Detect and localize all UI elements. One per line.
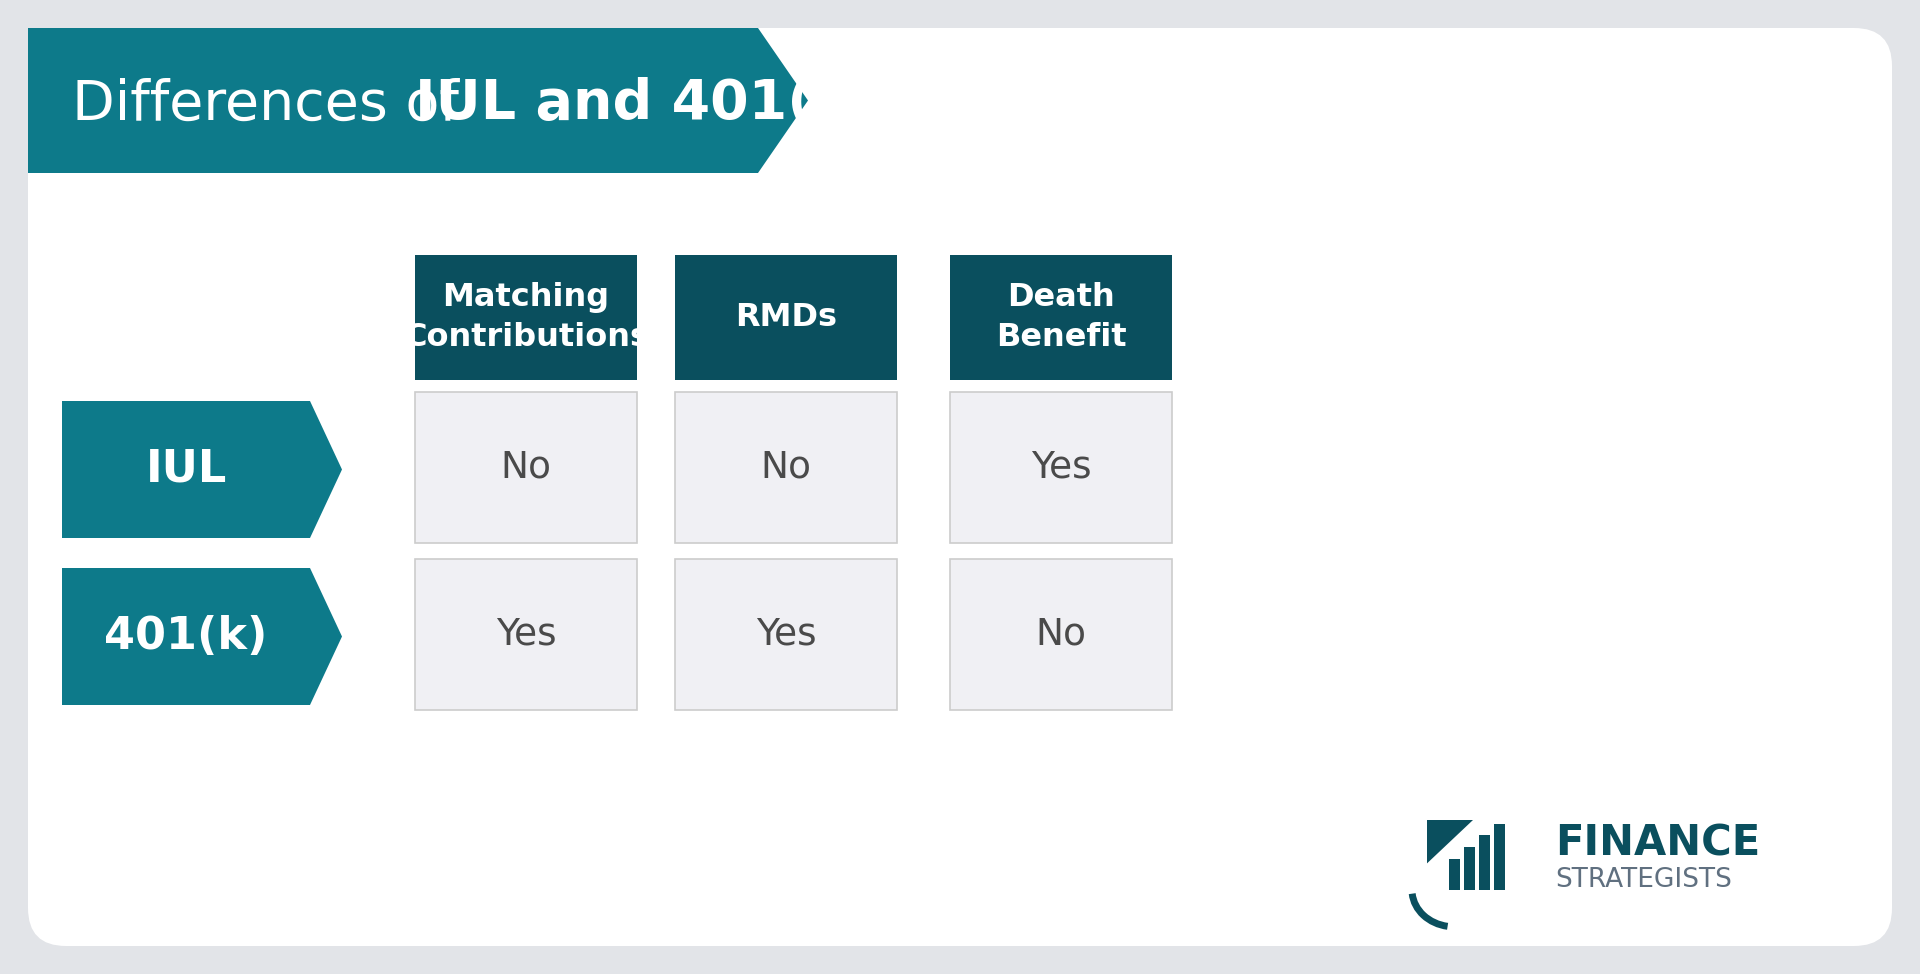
FancyBboxPatch shape bbox=[676, 392, 897, 543]
Text: RMDs: RMDs bbox=[735, 302, 837, 333]
Text: IUL and 401(k): IUL and 401(k) bbox=[415, 78, 876, 131]
FancyBboxPatch shape bbox=[29, 28, 1891, 946]
Text: No: No bbox=[501, 449, 551, 485]
FancyBboxPatch shape bbox=[676, 559, 897, 710]
Polygon shape bbox=[61, 568, 342, 705]
Text: Matching
Contributions: Matching Contributions bbox=[403, 281, 649, 354]
Polygon shape bbox=[61, 401, 342, 538]
Bar bbox=[1450, 858, 1459, 890]
Text: Yes: Yes bbox=[1031, 449, 1091, 485]
FancyBboxPatch shape bbox=[950, 255, 1171, 380]
Bar bbox=[1463, 846, 1475, 890]
Bar bbox=[1494, 823, 1505, 890]
FancyBboxPatch shape bbox=[676, 255, 897, 380]
Text: STRATEGISTS: STRATEGISTS bbox=[1555, 867, 1732, 893]
Text: Differences of: Differences of bbox=[73, 78, 476, 131]
Polygon shape bbox=[29, 28, 808, 173]
FancyBboxPatch shape bbox=[950, 559, 1171, 710]
Text: Death
Benefit: Death Benefit bbox=[996, 281, 1127, 354]
Polygon shape bbox=[1427, 820, 1473, 863]
Text: Yes: Yes bbox=[495, 617, 557, 653]
FancyBboxPatch shape bbox=[415, 559, 637, 710]
FancyBboxPatch shape bbox=[415, 392, 637, 543]
Bar bbox=[1478, 836, 1490, 890]
FancyBboxPatch shape bbox=[950, 392, 1171, 543]
Text: No: No bbox=[760, 449, 812, 485]
Text: 401(k): 401(k) bbox=[104, 615, 267, 658]
Text: FINANCE: FINANCE bbox=[1555, 822, 1761, 864]
Text: No: No bbox=[1035, 617, 1087, 653]
Text: Yes: Yes bbox=[756, 617, 816, 653]
Text: IUL: IUL bbox=[146, 448, 227, 491]
FancyBboxPatch shape bbox=[415, 255, 637, 380]
